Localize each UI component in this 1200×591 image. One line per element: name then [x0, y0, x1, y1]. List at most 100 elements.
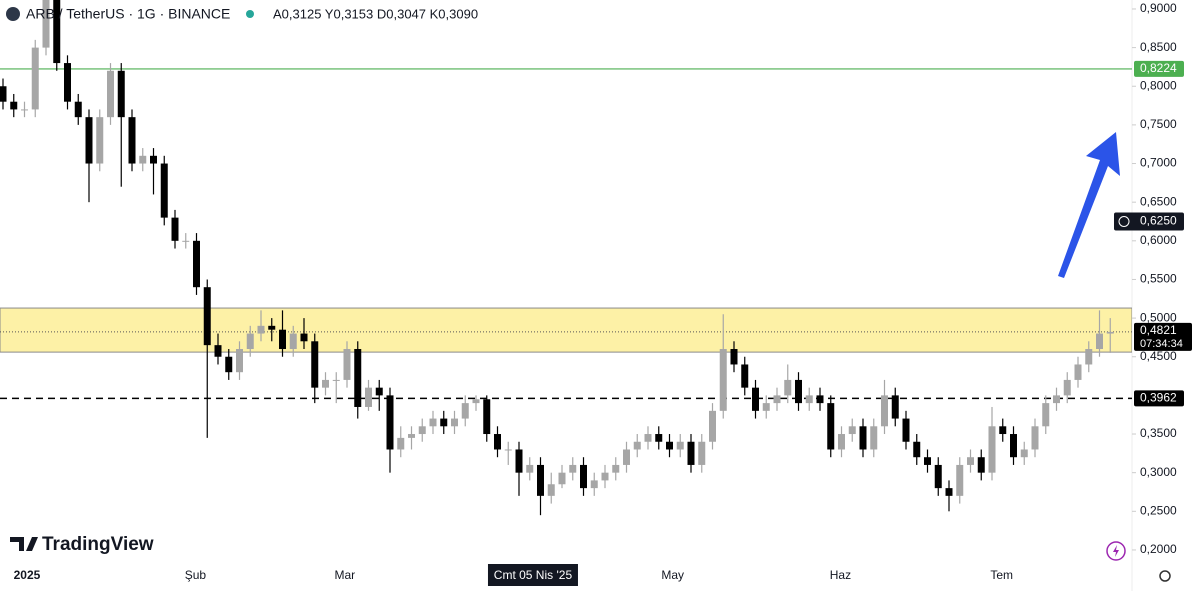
- plot-area: [0, 0, 1132, 516]
- candle-body: [924, 457, 931, 465]
- candle-body: [203, 287, 211, 346]
- candle-body: [332, 379, 340, 381]
- candle-body: [397, 437, 405, 450]
- line-price-label: 0,3962: [1140, 390, 1177, 404]
- symbol-title[interactable]: ARB / TetherUS · 1G · BINANCE: [26, 6, 230, 22]
- candle-body: [934, 464, 942, 489]
- line-price-box: [1134, 60, 1184, 77]
- candle-body: [0, 86, 7, 102]
- candle-body: [160, 163, 168, 218]
- symbol-icon: [6, 7, 20, 21]
- candle-body: [709, 410, 716, 442]
- candle-body: [977, 457, 985, 473]
- candle-body: [558, 472, 566, 485]
- candle-body: [547, 484, 555, 496]
- candle-body: [967, 457, 974, 465]
- candle-body: [805, 395, 813, 404]
- candle-body: [698, 441, 706, 465]
- candle-body: [1020, 449, 1028, 458]
- y-tick-label: 0,9000: [1140, 1, 1177, 15]
- line-price-box: [1134, 390, 1184, 407]
- candle-body: [461, 403, 469, 419]
- candle-body: [816, 395, 824, 404]
- crosshair-date-label: Cmt 05 Nis '25: [494, 568, 573, 582]
- countdown-label: 07:34:34: [1140, 338, 1183, 350]
- candle-body: [483, 399, 491, 435]
- candle-body: [784, 379, 792, 396]
- y-tick-label: 0,5500: [1140, 272, 1177, 286]
- candle-body: [623, 449, 630, 465]
- candle-body: [999, 426, 1007, 435]
- arrow-drawing[interactable]: [1058, 132, 1120, 278]
- y-tick-label: 0,3000: [1140, 465, 1177, 479]
- y-tick-label: 0,8500: [1140, 40, 1177, 54]
- candle-body: [343, 349, 351, 380]
- candle-body: [956, 464, 964, 496]
- candle-body: [719, 349, 727, 411]
- candle-body: [795, 379, 802, 404]
- x-tick-label: Şub: [185, 568, 207, 582]
- crosshair-date-box: [487, 564, 578, 586]
- candle-body: [913, 441, 921, 458]
- candle-body: [214, 345, 222, 357]
- candle-body: [612, 464, 620, 473]
- candle-body: [96, 117, 104, 164]
- candle-body: [375, 387, 383, 396]
- y-tick-label: 0,2000: [1140, 542, 1177, 556]
- candle-body: [1096, 333, 1103, 350]
- y-tick-label: 0,7000: [1140, 156, 1177, 170]
- candle-body: [107, 70, 114, 118]
- candle-body: [311, 341, 319, 388]
- candle-body: [827, 403, 835, 450]
- candle-body: [687, 441, 695, 465]
- candle-body: [1042, 403, 1050, 427]
- y-tick-label: 0,6500: [1140, 194, 1177, 208]
- candle-body: [171, 217, 179, 241]
- last-price-box: [1134, 322, 1192, 351]
- candle-body: [1106, 331, 1114, 334]
- candle-body: [891, 395, 899, 419]
- x-tick-label: Haz: [830, 568, 851, 582]
- candle-body: [257, 325, 265, 334]
- candle-body: [655, 434, 663, 442]
- candle-body: [773, 395, 781, 404]
- x-tick-label: May: [661, 568, 684, 582]
- candle-body: [354, 349, 362, 407]
- candle-body: [117, 70, 125, 118]
- candle-body: [1074, 364, 1082, 380]
- candle-body: [418, 426, 426, 435]
- y-tick-label: 0,8000: [1140, 78, 1177, 92]
- candle-body: [429, 418, 437, 427]
- candle-body: [386, 395, 394, 450]
- candle-body: [451, 418, 458, 427]
- candle-body: [300, 333, 308, 342]
- candle-body: [762, 403, 770, 411]
- candle-body: [838, 434, 845, 450]
- candle-body: [408, 434, 415, 438]
- candle-body: [515, 449, 523, 473]
- candle-body: [988, 426, 996, 473]
- candle-body: [580, 464, 587, 489]
- x-tick-label: 2025: [14, 568, 41, 582]
- lightning-button[interactable]: [1106, 541, 1126, 561]
- candle-body: [1010, 434, 1017, 458]
- candle-body: [472, 399, 480, 404]
- logo-text[interactable]: TradingView: [42, 534, 154, 555]
- y-tick-label: 0,3500: [1140, 426, 1177, 440]
- y-tick-label: 0,2500: [1140, 503, 1177, 517]
- candle-body: [21, 109, 28, 111]
- candle-body: [859, 426, 867, 450]
- ohlc-values: A0,3125 Y0,3153 D0,3047 K0,3090: [273, 6, 478, 21]
- y-tick-label: 0,4500: [1140, 349, 1177, 363]
- candle-body: [526, 464, 534, 473]
- candle-body: [494, 434, 501, 450]
- settings-button[interactable]: [1159, 570, 1171, 582]
- zone: [0, 307, 1132, 353]
- line-price-label: 0,8224: [1140, 61, 1177, 75]
- candle-body: [870, 426, 878, 450]
- candle-body: [128, 117, 136, 164]
- crosshair-price-box: [1114, 212, 1184, 231]
- crosshair-plus: [1118, 215, 1130, 227]
- candle-body: [150, 155, 157, 164]
- candle-body: [590, 480, 598, 489]
